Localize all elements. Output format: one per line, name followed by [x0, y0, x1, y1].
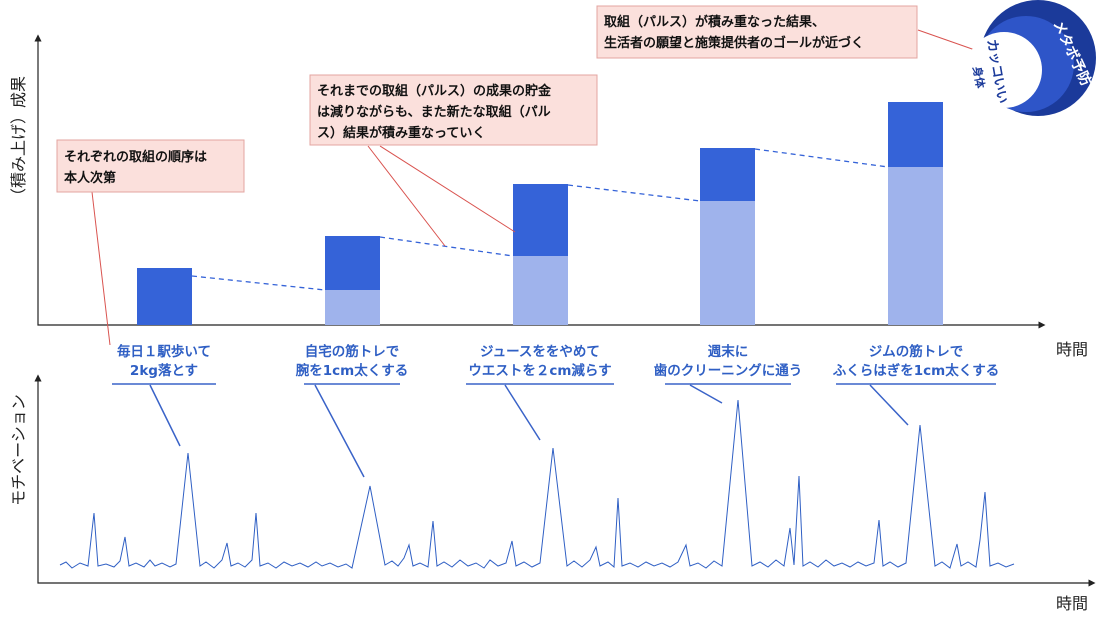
callout-text: それまでの取組（パルス）の成果の貯金 は減りながらも、また新たな取組（パル ス）…: [317, 83, 556, 141]
bar-base: [888, 167, 943, 325]
bar: [513, 184, 568, 256]
action-line: ウエストを２cm減らす: [468, 362, 611, 379]
actions: 毎日１駅歩いて 2kg落とす 自宅の筋トレで腕を1cm太くする ジュースををやめて…: [112, 343, 999, 478]
callout-text: それぞれの取組の順序は 本人次第: [64, 149, 212, 186]
action-label: 毎日１駅歩いて 2kg落とす: [117, 343, 211, 379]
decay-line: [191, 275, 326, 291]
motivation-line: [59, 399, 1015, 569]
bar: [888, 102, 943, 167]
bar: [137, 268, 192, 325]
callout-line: 本人次第: [64, 170, 116, 186]
bar-base: [325, 290, 380, 325]
leader: [917, 29, 976, 51]
callout-line: ス）結果が積み重なっていく: [317, 125, 485, 141]
decay-line: [567, 184, 701, 202]
x-axis-label: 時間: [1056, 340, 1088, 359]
callout-line: 生活者の願望と施策提供者のゴールが近づく: [604, 35, 864, 51]
callout-box: [309, 74, 598, 146]
action-line: 自宅の筋トレで: [305, 343, 400, 360]
action-line: 腕を1cm太くする: [296, 362, 408, 379]
badge-text: 身体: [970, 65, 988, 90]
callout-box: [56, 139, 245, 193]
y-axis-label: （積み上げ）成果: [9, 76, 28, 204]
action-line: 毎日１駅歩いて: [117, 343, 211, 360]
bar-base: [700, 201, 755, 325]
bottom-axes: [34, 374, 1096, 587]
callout-line: それぞれの取組の順序は: [64, 149, 207, 165]
leader: [91, 191, 111, 346]
callout-box: [596, 5, 918, 59]
decay-line: [379, 236, 514, 257]
action-line: 2kg落とす: [130, 362, 198, 379]
callout-line: は減りながらも、また新たな取組（パル: [317, 104, 551, 120]
x-axis-label: 時間: [1056, 594, 1088, 613]
bars: [137, 102, 943, 325]
action-line: ジムの筋トレで: [869, 343, 964, 360]
y-axis-label: モチベーション: [9, 394, 28, 506]
bar: [700, 148, 755, 201]
action-leader: [149, 384, 909, 478]
action-line: ジュースををやめて: [480, 344, 600, 360]
leader: [367, 145, 516, 247]
callout-text: 取組（パルス）が積み重なった結果、 生活者の願望と施策提供者のゴールが近づく: [604, 14, 864, 51]
action-label: ジュースををやめてウエストを２cm減らす: [468, 344, 611, 379]
action-label: 週末に歯のクリーニングに通う: [654, 343, 803, 379]
bar: [325, 236, 380, 290]
action-line: 週末に: [708, 343, 749, 360]
decay-line: [754, 148, 889, 168]
callout-line: 取組（パルス）が積み重なった結果、: [604, 14, 825, 30]
action-label: ジムの筋トレでふくらはぎを1cm太くする: [833, 343, 999, 379]
callout-line: それまでの取組（パルス）の成果の貯金: [317, 83, 552, 99]
action-line: 歯のクリーニングに通う: [654, 362, 803, 379]
action-label: 自宅の筋トレで腕を1cm太くする: [296, 343, 408, 379]
badge: メタボ予防 カッコいい 身体: [966, 0, 1096, 116]
action-line: ふくらはぎを1cm太くする: [833, 362, 999, 379]
bar-base: [513, 256, 568, 325]
